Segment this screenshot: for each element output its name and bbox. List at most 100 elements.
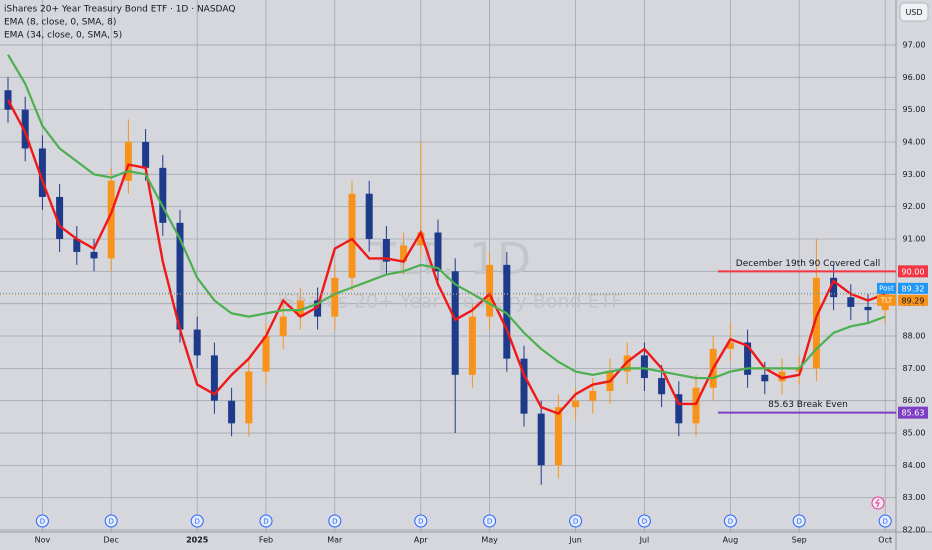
ema-line bbox=[7, 54, 886, 380]
price-tag-label: 89.32 bbox=[902, 284, 925, 293]
candle-body bbox=[348, 193, 356, 278]
y-tick-label: 87.00 bbox=[903, 364, 926, 373]
dividend-marker-label: D bbox=[642, 518, 647, 526]
price-tag bbox=[898, 265, 928, 278]
price-tag-name-box bbox=[877, 294, 896, 306]
candle-body bbox=[572, 400, 580, 408]
price-tag bbox=[898, 406, 928, 419]
candle-body bbox=[382, 238, 390, 262]
y-tick-label: 97.00 bbox=[903, 40, 926, 49]
candle-body bbox=[451, 271, 459, 375]
dividend-marker bbox=[259, 514, 273, 528]
dividend-marker-label: D bbox=[797, 518, 802, 526]
x-tick-label: Jul bbox=[639, 536, 650, 545]
legend-entry: EMA (8, close, 0, SMA, 8) bbox=[4, 18, 116, 28]
dividend-marker bbox=[792, 514, 806, 528]
candle-body bbox=[486, 264, 494, 317]
y-tick-label: 91.00 bbox=[903, 234, 926, 243]
dividend-marker bbox=[878, 514, 892, 528]
candle-body bbox=[400, 245, 408, 262]
chart-title: iShares 20+ Year Treasury Bond ETF · 1D … bbox=[4, 5, 235, 15]
candle-body bbox=[658, 378, 666, 395]
candle-body bbox=[159, 167, 167, 223]
x-tick-label: 2025 bbox=[186, 536, 209, 545]
dividend-marker-label: D bbox=[40, 518, 45, 526]
dividend-marker bbox=[723, 514, 737, 528]
candle-body bbox=[73, 238, 81, 252]
y-tick-label: 96.00 bbox=[903, 73, 926, 82]
candle-body bbox=[847, 297, 855, 307]
candle-body bbox=[554, 407, 562, 466]
candle-body bbox=[795, 368, 803, 372]
dividend-marker bbox=[569, 514, 583, 528]
candle-body bbox=[761, 374, 769, 382]
candle-body bbox=[38, 148, 46, 197]
price-tag-label: 85.63 bbox=[902, 409, 925, 418]
dividend-marker-label: D bbox=[109, 518, 114, 526]
x-tick-label: Dec bbox=[103, 536, 118, 545]
candle-body bbox=[778, 371, 786, 382]
price-tag bbox=[898, 294, 928, 306]
dividend-marker bbox=[637, 514, 651, 528]
candle-body bbox=[503, 264, 511, 359]
candle-body bbox=[830, 277, 838, 298]
candle-body bbox=[56, 196, 64, 239]
candle-body bbox=[245, 371, 253, 424]
candle-body bbox=[520, 358, 528, 414]
y-tick-label: 83.00 bbox=[903, 493, 926, 502]
dividend-marker bbox=[35, 514, 49, 528]
dividend-marker bbox=[414, 514, 428, 528]
candle-body bbox=[537, 413, 545, 466]
candle-body bbox=[124, 141, 132, 181]
y-tick-label: 85.00 bbox=[903, 429, 926, 438]
horizontal-line-label: December 19th 90 Covered Call bbox=[736, 259, 880, 269]
dividend-marker bbox=[190, 514, 204, 528]
x-tick-label: May bbox=[481, 536, 498, 545]
price-tag-name: TLT bbox=[880, 296, 893, 304]
watermark-subtitle: iShares 20+ Year Treasury Bond ETF bbox=[278, 291, 622, 313]
x-tick-label: Feb bbox=[259, 536, 273, 545]
y-tick-label: 95.00 bbox=[903, 105, 926, 114]
dividend-marker bbox=[328, 514, 342, 528]
dividend-marker-label: D bbox=[263, 518, 268, 526]
candle-body bbox=[640, 355, 648, 379]
candle-body bbox=[675, 394, 683, 424]
x-tick-label: Jun bbox=[568, 536, 582, 545]
ema-line bbox=[6, 99, 886, 416]
currency-label[interactable]: USD bbox=[905, 8, 922, 17]
candle-body bbox=[176, 222, 184, 330]
dividend-marker-label: D bbox=[573, 518, 578, 526]
legend-entry: EMA (34, close, 0, SMA, 5) bbox=[4, 31, 122, 41]
candle-body bbox=[142, 141, 150, 168]
candle-body bbox=[296, 300, 304, 317]
candle-body bbox=[193, 329, 201, 356]
price-tag-label: 90.00 bbox=[902, 267, 925, 276]
y-tick-label: 93.00 bbox=[903, 170, 926, 179]
x-tick-label: Apr bbox=[414, 536, 429, 545]
price-tag-name-box bbox=[877, 282, 896, 294]
x-tick-label: Sep bbox=[792, 536, 807, 545]
x-tick-label: Oct bbox=[878, 536, 892, 545]
event-bolt bbox=[875, 498, 880, 508]
horizontal-line-label: 85.63 Break Even bbox=[768, 400, 848, 410]
candle-body bbox=[812, 277, 820, 369]
dividend-marker-label: D bbox=[883, 518, 888, 526]
y-tick-label: 82.00 bbox=[903, 526, 926, 535]
candle-body bbox=[107, 180, 115, 259]
candle-body bbox=[279, 316, 287, 337]
candle-body bbox=[365, 193, 373, 239]
candle-body bbox=[468, 316, 476, 375]
candle-body bbox=[228, 400, 236, 424]
candle-body bbox=[210, 355, 218, 401]
dividend-marker-label: D bbox=[487, 518, 492, 526]
y-tick-label: 94.00 bbox=[903, 137, 926, 146]
x-tick-label: Aug bbox=[723, 536, 739, 545]
candle-body bbox=[589, 390, 597, 401]
dividend-marker-label: D bbox=[418, 518, 423, 526]
price-tag-name: Post bbox=[879, 284, 894, 292]
candle-body bbox=[331, 277, 339, 317]
candle-body bbox=[726, 342, 734, 349]
currency-button[interactable] bbox=[899, 2, 929, 22]
